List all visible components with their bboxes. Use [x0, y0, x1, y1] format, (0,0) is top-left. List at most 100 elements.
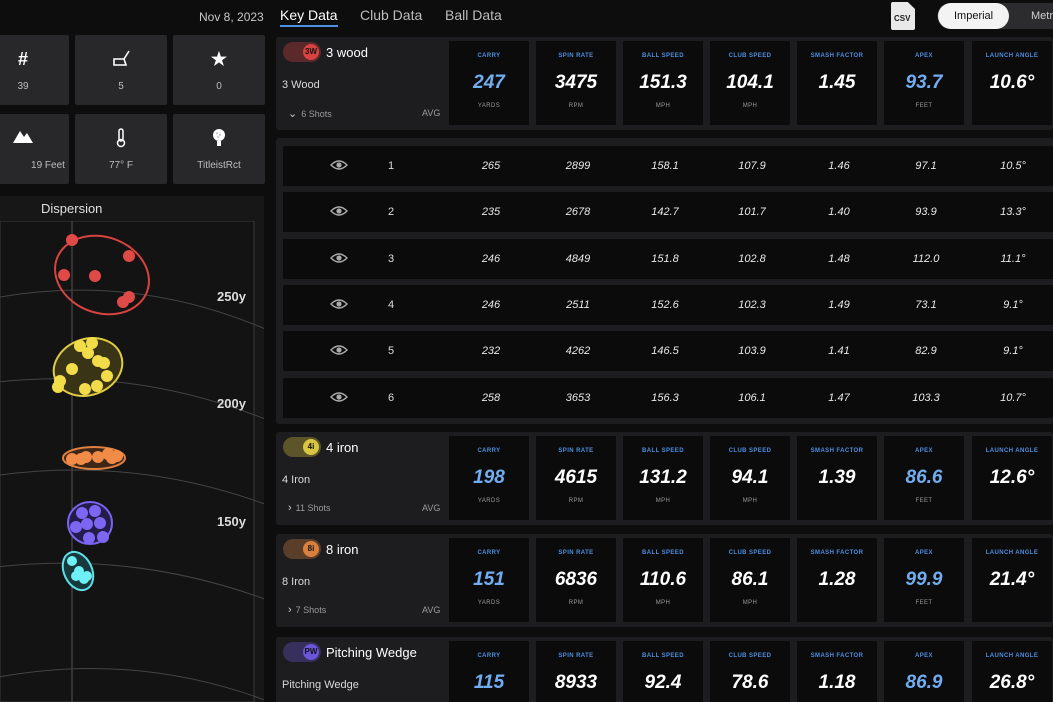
- tab-club-data[interactable]: Club Data: [360, 7, 423, 23]
- metric-label: SPIN RATE: [558, 653, 594, 659]
- club-card[interactable]: 4i 4 iron 4 Iron › 11 Shots AVG CARRY 198 YARDS S…: [276, 432, 1053, 525]
- shot-value: 152.6: [651, 298, 679, 311]
- metric-label: LAUNCH ANGLE: [985, 550, 1039, 556]
- metric-unit: YARDS: [477, 103, 501, 109]
- shot-row[interactable]: 5 232 4262 146.5 103.9 1.41 82.9 9.1°: [283, 331, 1053, 372]
- dispersion-group-pw: [67, 501, 113, 545]
- metric-value: 21.4°: [989, 569, 1035, 590]
- expand-shots-toggle[interactable]: › 7 Shots: [288, 604, 326, 616]
- shot-value: 2511: [566, 298, 590, 311]
- shot-value: 4849: [565, 252, 591, 265]
- metric-value: 1.45: [818, 72, 856, 93]
- unit-toggle[interactable]: Imperial Metr: [937, 3, 1053, 29]
- metric-label: LAUNCH ANGLE: [985, 448, 1039, 454]
- metric-value: 26.8°: [989, 672, 1035, 693]
- visibility-eye-icon[interactable]: [330, 204, 348, 218]
- shot-row[interactable]: 2 235 2678 142.7 101.7 1.40 93.9 13.3°: [283, 192, 1053, 233]
- metric-value: 78.6: [731, 672, 769, 693]
- club-badge-label: 8i: [303, 541, 319, 557]
- metric-club-speed: CLUB SPEED 94.1 MPH: [710, 436, 790, 520]
- csv-label: CSV: [894, 14, 911, 23]
- metric-value: 1.28: [818, 569, 856, 590]
- metric-label: SPIN RATE: [558, 53, 594, 59]
- elevation-tile: 19 Feet: [0, 114, 69, 184]
- shot-value: 151.8: [651, 252, 679, 265]
- club-header[interactable]: 3W 3 wood 3 Wood ⌄ 6 Shots AVG: [276, 37, 446, 130]
- shot-row[interactable]: 1 265 2899 158.1 107.9 1.46 97.1 10.5°: [283, 146, 1053, 186]
- shot-number: 1: [388, 160, 395, 172]
- metric-label: CLUB SPEED: [728, 448, 772, 454]
- club-card[interactable]: 3W 3 wood 3 Wood ⌄ 6 Shots AVG CARRY 247 YARDS SP…: [276, 37, 1053, 130]
- club-badge: PW: [283, 642, 321, 662]
- metric-label: CLUB SPEED: [728, 653, 772, 659]
- shot-value: 13.3°: [1000, 206, 1026, 219]
- shot-value: 1.49: [828, 298, 850, 311]
- tab-key-data[interactable]: Key Data: [280, 7, 338, 27]
- shots-count-tile: # 39: [0, 35, 69, 105]
- visibility-eye-icon[interactable]: [330, 343, 348, 357]
- club-card[interactable]: 8i 8 iron 8 Iron › 7 Shots AVG CARRY 151 YARDS SP…: [276, 534, 1053, 627]
- club-header[interactable]: 8i 8 iron 8 Iron › 7 Shots AVG: [276, 534, 446, 627]
- club-header[interactable]: 4i 4 iron 4 Iron › 11 Shots AVG: [276, 432, 446, 525]
- elevation-value: 19 Feet: [31, 160, 65, 171]
- metric-unit: YARDS: [477, 600, 501, 606]
- visibility-eye-icon[interactable]: [330, 297, 348, 311]
- shots-count-label: 7 Shots: [295, 605, 327, 615]
- csv-export-icon[interactable]: CSV: [891, 2, 915, 30]
- metric-label: BALL SPEED: [642, 550, 684, 556]
- metric-label: APEX: [915, 53, 933, 59]
- shot-value: 235: [481, 206, 501, 219]
- metric-apex: APEX 86.6 FEET: [884, 436, 964, 520]
- shot-value: 107.9: [738, 160, 766, 172]
- shot-value: 102.3: [738, 298, 766, 311]
- tab-ball-data[interactable]: Ball Data: [445, 7, 502, 23]
- top-bar: Nov 8, 2023 Key Data Club Data Ball Data…: [0, 0, 1053, 34]
- visibility-eye-icon[interactable]: [330, 251, 348, 265]
- metric-label: APEX: [915, 448, 933, 454]
- expand-shots-toggle[interactable]: ⌄ 6 Shots: [288, 107, 332, 120]
- metric-label: CARRY: [477, 448, 501, 454]
- visibility-eye-icon[interactable]: [330, 158, 348, 172]
- metric-launch-angle: LAUNCH ANGLE 10.6°: [972, 41, 1052, 125]
- club-badge: 3W: [283, 42, 321, 62]
- unit-metric-button[interactable]: Metr: [1031, 10, 1053, 22]
- visibility-eye-icon[interactable]: [330, 390, 348, 404]
- favorites-tile: ★ 0: [173, 35, 265, 105]
- unit-imperial-button[interactable]: Imperial: [938, 3, 1010, 29]
- shot-value: 246: [481, 252, 501, 265]
- shots-count-value: 39: [17, 81, 29, 92]
- dispersion-plot: 250y 200y 150y: [0, 221, 264, 702]
- metric-value: 151: [473, 569, 505, 590]
- metric-value: 3475: [554, 72, 598, 93]
- metric-value: 92.4: [644, 672, 682, 693]
- metric-value: 131.2: [639, 467, 687, 488]
- shot-number: 6: [388, 391, 395, 404]
- club-badge: 4i: [283, 437, 321, 457]
- avg-label: AVG: [422, 605, 441, 615]
- shot-row[interactable]: 3 246 4849 151.8 102.8 1.48 112.0 11.1°: [283, 238, 1053, 279]
- expand-shots-toggle[interactable]: › 11 Shots: [288, 502, 331, 514]
- shots-count-label: 6 Shots: [301, 109, 332, 119]
- metric-carry: CARRY115YARDS: [449, 641, 529, 702]
- metric-label: SMASH FACTOR: [810, 53, 864, 59]
- club-header[interactable]: PW Pitching Wedge Pitching Wedge: [276, 637, 446, 702]
- metric-value: 247: [473, 72, 505, 93]
- shot-value: 103.3: [912, 391, 940, 404]
- metric-label: CLUB SPEED: [728, 53, 772, 59]
- metric-smash-factor: SMASH FACTOR 1.39: [797, 436, 877, 520]
- shot-row[interactable]: 4 246 2511 152.6 102.3 1.49 73.1 9.1°: [283, 284, 1053, 325]
- club-badge-label: PW: [303, 644, 319, 660]
- metric-apex: APEX 93.7 FEET: [884, 41, 964, 125]
- club-subtitle: 8 Iron: [282, 576, 311, 588]
- shot-row[interactable]: 6 258 3653 156.3 106.1 1.47 103.3 10.7°: [283, 377, 1053, 418]
- metric-unit: RPM: [568, 600, 584, 606]
- metric-value: 12.6°: [989, 467, 1035, 488]
- shots-count-label: 11 Shots: [295, 503, 331, 513]
- metric-unit: RPM: [568, 498, 584, 504]
- club-name: 3 wood: [326, 45, 368, 60]
- metric-value: 86.6: [905, 467, 943, 488]
